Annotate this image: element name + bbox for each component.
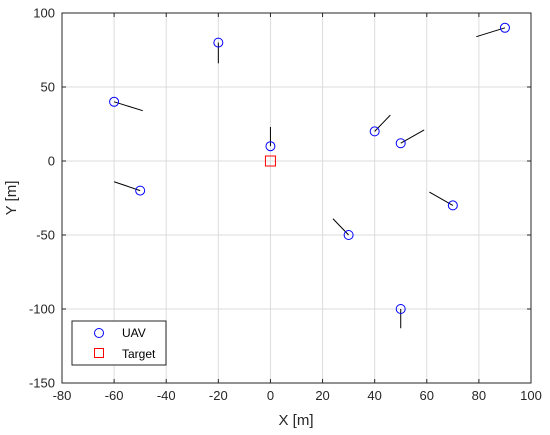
ticks: -80 -60 -40 -20 0 20 40 60 80 100 -150 -100 -50 0 50 10… bbox=[29, 6, 542, 404]
legend-uav-label: UAV bbox=[122, 326, 146, 340]
data-markers bbox=[109, 22, 510, 314]
legend-target-label: Target bbox=[122, 347, 156, 361]
x-axis-label: X [m] bbox=[278, 412, 313, 429]
x-tick-label: -20 bbox=[209, 388, 228, 403]
uav-marker bbox=[447, 200, 458, 211]
y-tick-label: 50 bbox=[41, 80, 55, 95]
axes-box bbox=[61, 12, 532, 384]
legend-uav-marker bbox=[94, 328, 104, 338]
y-tick-label: 0 bbox=[48, 154, 55, 169]
uav-marker bbox=[135, 185, 146, 196]
x-tick-label: 40 bbox=[367, 388, 381, 403]
y-tick-label: -150 bbox=[29, 376, 55, 391]
uav-marker bbox=[265, 141, 276, 152]
legend: UAV Target bbox=[71, 320, 167, 366]
uav-heading-line bbox=[332, 218, 349, 236]
uav-heading-line bbox=[113, 101, 143, 112]
legend-target-marker bbox=[94, 348, 104, 358]
uav-marker bbox=[395, 138, 406, 149]
uav-marker bbox=[109, 96, 120, 107]
uav-heading-line bbox=[374, 114, 391, 132]
y-tick-label: 100 bbox=[33, 6, 55, 21]
legend-box bbox=[71, 320, 167, 366]
x-tick-label: -40 bbox=[157, 388, 176, 403]
x-tick-label: 60 bbox=[420, 388, 434, 403]
uav-marker bbox=[213, 37, 224, 48]
y-tick-label: -100 bbox=[29, 302, 55, 317]
x-tick-label: 20 bbox=[315, 388, 329, 403]
target-marker bbox=[264, 155, 276, 167]
uav-marker bbox=[343, 230, 354, 240]
x-tick-label: -60 bbox=[105, 388, 124, 403]
x-tick-label: 80 bbox=[472, 388, 486, 403]
y-axis-label: Y [m] bbox=[3, 181, 20, 216]
x-tick-label: 100 bbox=[520, 388, 542, 403]
uav-heading-line bbox=[476, 27, 506, 38]
y-tick-label: -50 bbox=[36, 228, 55, 243]
x-tick-label: 0 bbox=[267, 388, 274, 403]
uav-marker bbox=[369, 126, 380, 137]
uav-marker bbox=[395, 304, 406, 314]
x-tick-label: -80 bbox=[53, 388, 72, 403]
uav-marker bbox=[499, 22, 510, 33]
